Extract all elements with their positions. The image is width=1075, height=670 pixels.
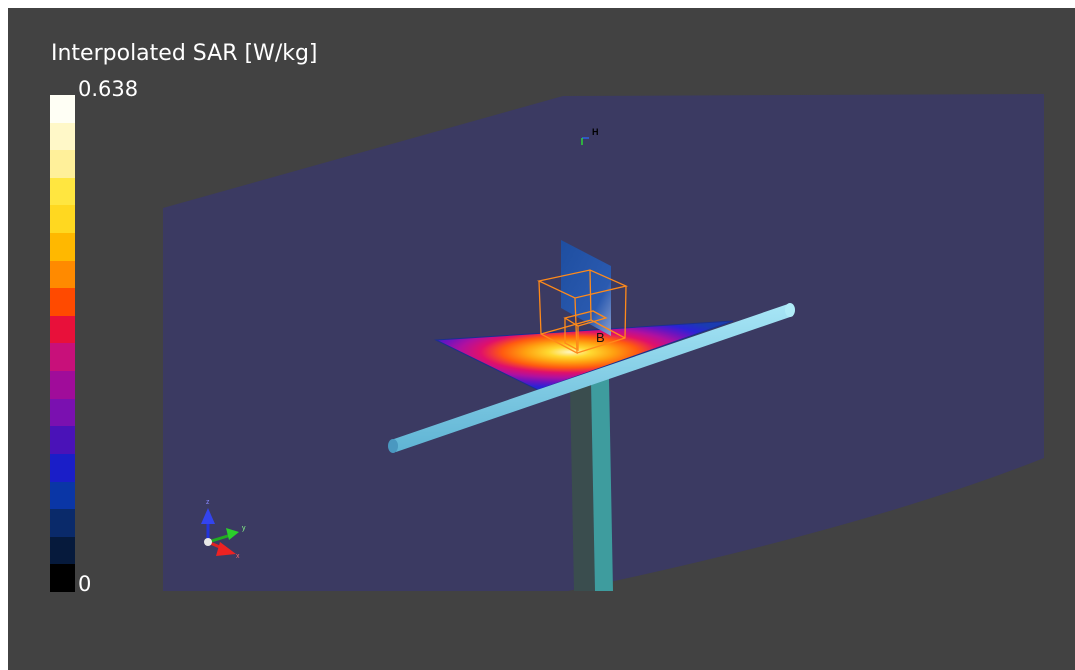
colorbar-swatch bbox=[50, 509, 75, 537]
legend-title: Interpolated SAR [W/kg] bbox=[51, 41, 318, 66]
colorbar-swatch bbox=[50, 481, 75, 510]
axis-z-label: z bbox=[206, 499, 210, 506]
source-label: B bbox=[596, 330, 605, 345]
dipole-rod bbox=[391, 304, 793, 452]
colorbar-swatch bbox=[50, 233, 75, 261]
scene-canvas[interactable]: H B z y x bbox=[8, 8, 1075, 670]
post-left bbox=[570, 382, 595, 591]
colorbar-swatch bbox=[50, 564, 75, 592]
probe-marker bbox=[581, 137, 589, 145]
colorbar-swatch bbox=[50, 205, 75, 234]
colorbar-swatch bbox=[50, 371, 75, 399]
sar-plane bbox=[436, 321, 733, 390]
colorbar-swatch bbox=[50, 122, 75, 151]
colorbar-swatch bbox=[50, 315, 75, 344]
colorbar bbox=[50, 95, 75, 592]
colorbar-swatch bbox=[50, 536, 75, 565]
colorbar-swatch bbox=[50, 177, 75, 206]
probe-label: H bbox=[592, 127, 599, 137]
legend-min-label: 0 bbox=[78, 572, 92, 596]
source-bounding-box bbox=[536, 269, 629, 355]
axes-triad bbox=[201, 508, 239, 556]
colorbar-swatch bbox=[50, 453, 75, 482]
vertical-field-plane bbox=[561, 240, 611, 336]
colorbar-swatch bbox=[50, 426, 75, 454]
colorbar-swatch bbox=[50, 343, 75, 372]
colorbar-swatch bbox=[50, 288, 75, 316]
colorbar-swatch bbox=[50, 95, 75, 123]
post-right bbox=[591, 378, 613, 591]
axis-x-label: x bbox=[236, 553, 240, 560]
axis-y-label: y bbox=[242, 525, 246, 532]
colorbar-swatch bbox=[50, 150, 75, 178]
colorbar-swatch bbox=[50, 260, 75, 289]
legend-max-label: 0.638 bbox=[78, 77, 139, 101]
3d-viewport[interactable]: H B z y x Interpolated SAR [W/kg] 0.638 … bbox=[8, 8, 1075, 670]
colorbar-swatch bbox=[50, 398, 75, 427]
